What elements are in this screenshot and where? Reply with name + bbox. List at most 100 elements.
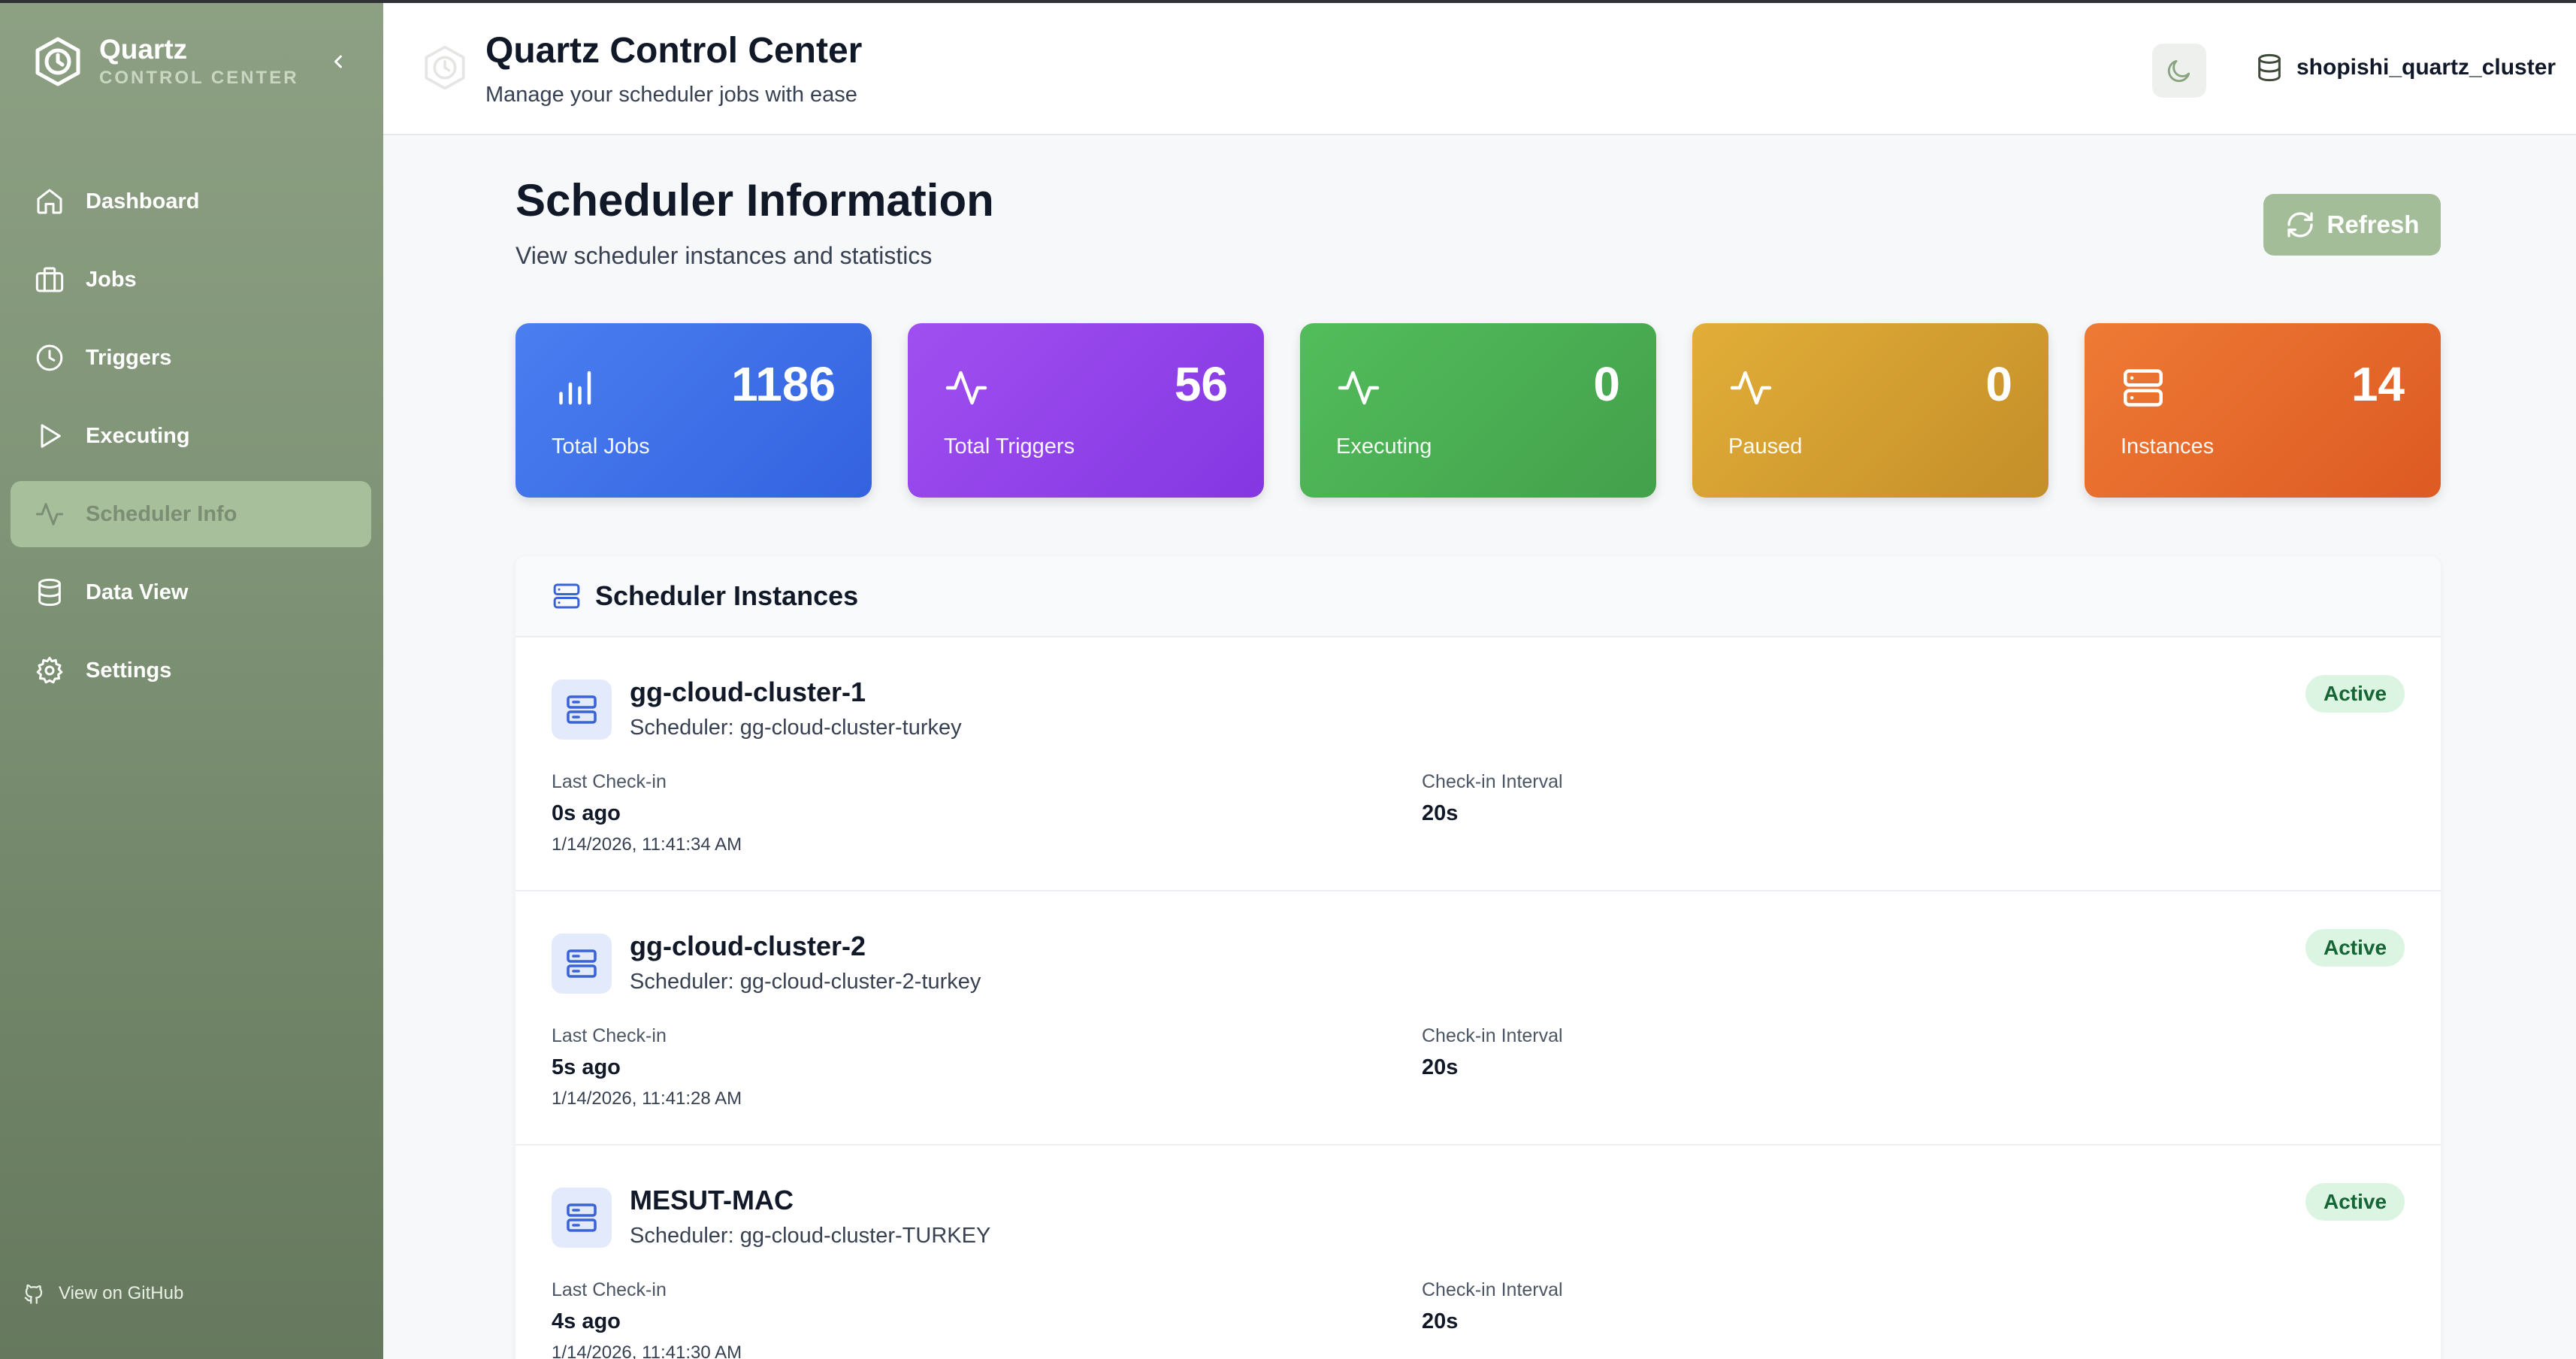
briefcase-icon	[35, 267, 64, 292]
clock-hexagon-logo-icon	[35, 37, 80, 86]
stat-card-instances: 14 Instances	[2085, 323, 2441, 498]
stat-label: Total Triggers	[944, 434, 1075, 459]
chevron-left-icon	[334, 55, 342, 68]
sidebar-item-label: Jobs	[86, 267, 137, 292]
refresh-button[interactable]: Refresh	[2263, 194, 2441, 256]
header-title: Quartz Control Center	[485, 31, 863, 71]
last-checkin-timestamp: 1/14/2026, 11:41:34 AM	[552, 834, 742, 855]
brand[interactable]: Quartz CONTROL CENTER	[33, 33, 299, 90]
instance-row: MESUT-MAC Scheduler: gg-cloud-cluster-TU…	[516, 1146, 2441, 1359]
panel-header: Scheduler Instances	[516, 556, 2441, 637]
last-checkin-value: 0s ago	[552, 801, 621, 825]
instance-name: gg-cloud-cluster-1	[630, 676, 866, 707]
database-icon	[38, 578, 61, 607]
stat-value: 0	[1985, 357, 2012, 411]
moon-icon	[2167, 59, 2191, 83]
stat-card-paused: 0 Paused	[1692, 323, 2048, 498]
stat-value: 1186	[731, 357, 836, 411]
status-badge: Active	[2305, 675, 2405, 713]
home-icon	[37, 189, 62, 214]
checkin-interval-value: 20s	[1422, 1055, 1459, 1079]
server-icon	[553, 583, 580, 609]
instance-name: gg-cloud-cluster-2	[630, 931, 866, 961]
sidebar-item-triggers[interactable]: Triggers	[11, 325, 371, 391]
instance-scheduler: Scheduler: gg-cloud-cluster-2-turkey	[630, 970, 981, 994]
top-header: Quartz Control Center Manage your schedu…	[383, 3, 2576, 135]
github-link-label: View on GitHub	[59, 1283, 184, 1303]
status-badge: Active	[2305, 929, 2405, 967]
header-subtitle: Manage your scheduler jobs with ease	[485, 83, 857, 107]
status-badge: Active	[2305, 1183, 2405, 1221]
play-icon	[41, 424, 61, 448]
stat-value: 0	[1593, 357, 1620, 411]
sidebar-item-label: Settings	[86, 658, 172, 683]
last-checkin-label: Last Check-in	[552, 771, 667, 792]
checkin-interval-label: Check-in Interval	[1422, 1279, 1563, 1300]
last-checkin-label: Last Check-in	[552, 1025, 667, 1046]
bar-chart-icon	[559, 371, 591, 405]
last-checkin-timestamp: 1/14/2026, 11:41:30 AM	[552, 1342, 742, 1359]
refresh-button-label: Refresh	[2327, 210, 2420, 238]
instance-scheduler: Scheduler: gg-cloud-cluster-turkey	[630, 716, 962, 740]
theme-toggle-button[interactable]	[2152, 44, 2206, 98]
page-title: Scheduler Information	[516, 175, 994, 225]
stat-label: Total Jobs	[552, 434, 650, 459]
stats-row: 1186 Total Jobs 56 Total Triggers 0 Exec…	[516, 323, 2441, 498]
brand-title: Quartz	[99, 34, 188, 65]
activity-icon	[945, 371, 987, 405]
github-link[interactable]: View on GitHub	[23, 1282, 183, 1305]
sidebar-item-label: Scheduler Info	[86, 501, 237, 526]
brand-subtitle: CONTROL CENTER	[99, 68, 299, 88]
instance-name: MESUT-MAC	[630, 1185, 794, 1215]
refresh-icon	[2287, 212, 2313, 238]
sidebar-item-label: Triggers	[86, 345, 172, 370]
instance-icon-box	[552, 680, 612, 740]
clock-hexagon-icon	[425, 45, 465, 90]
stat-label: Paused	[1728, 434, 1803, 459]
database-icon	[2258, 53, 2281, 82]
server-icon	[567, 695, 597, 724]
collapse-sidebar-button[interactable]	[325, 48, 352, 75]
instance-icon-box	[552, 934, 612, 994]
activity-icon	[35, 503, 64, 525]
last-checkin-value: 5s ago	[552, 1055, 621, 1079]
stat-card-total-jobs: 1186 Total Jobs	[516, 323, 872, 498]
stat-value: 14	[2351, 357, 2405, 411]
sidebar-item-executing[interactable]: Executing	[11, 403, 371, 469]
cluster-selector[interactable]: shopishi_quartz_cluster	[2254, 53, 2556, 83]
sidebar-item-dashboard[interactable]: Dashboard	[11, 168, 371, 235]
stat-card-executing: 0 Executing	[1300, 323, 1656, 498]
sidebar-item-data-view[interactable]: Data View	[11, 559, 371, 625]
gear-icon	[36, 656, 63, 684]
server-icon	[567, 949, 597, 978]
sidebar-item-label: Dashboard	[86, 189, 200, 213]
checkin-interval-value: 20s	[1422, 801, 1459, 825]
checkin-interval-label: Check-in Interval	[1422, 771, 1563, 792]
sidebar-item-scheduler-info[interactable]: Scheduler Info	[11, 481, 371, 547]
activity-icon	[1730, 371, 1772, 405]
last-checkin-label: Last Check-in	[552, 1279, 667, 1300]
stat-label: Executing	[1336, 434, 1432, 459]
cluster-name: shopishi_quartz_cluster	[2296, 55, 2556, 80]
instance-row: gg-cloud-cluster-1 Scheduler: gg-cloud-c…	[516, 637, 2441, 891]
sidebar-item-settings[interactable]: Settings	[11, 637, 371, 704]
stat-label: Instances	[2121, 434, 2215, 459]
sidebar-item-jobs[interactable]: Jobs	[11, 247, 371, 313]
checkin-interval-value: 20s	[1422, 1309, 1459, 1333]
server-icon	[567, 1203, 597, 1232]
activity-icon	[1338, 371, 1380, 405]
page-subtitle: View scheduler instances and statistics	[516, 242, 933, 269]
sidebar-nav: Dashboard Jobs Triggers Executing Schedu…	[11, 168, 371, 716]
last-checkin-value: 4s ago	[552, 1309, 621, 1333]
server-icon	[2124, 369, 2163, 407]
instance-scheduler: Scheduler: gg-cloud-cluster-TURKEY	[630, 1224, 991, 1248]
clock-icon	[36, 344, 63, 371]
checkin-interval-label: Check-in Interval	[1422, 1025, 1563, 1046]
stat-card-total-triggers: 56 Total Triggers	[908, 323, 1264, 498]
instance-icon-box	[552, 1188, 612, 1248]
window-top-border	[0, 0, 2576, 3]
sidebar-item-label: Data View	[86, 580, 189, 604]
stat-value: 56	[1174, 357, 1228, 411]
instance-row: gg-cloud-cluster-2 Scheduler: gg-cloud-c…	[516, 891, 2441, 1146]
panel-title: Scheduler Instances	[595, 580, 859, 611]
